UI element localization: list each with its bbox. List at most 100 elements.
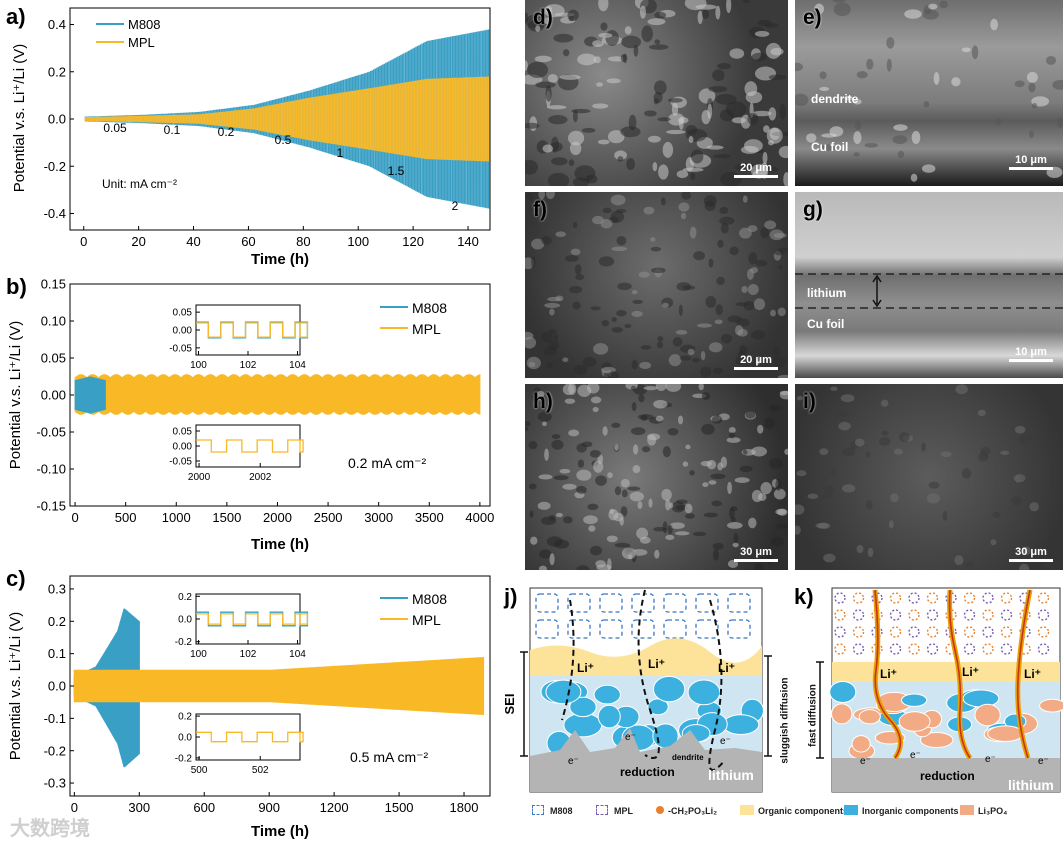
sem-grain	[581, 441, 593, 448]
sem-grain	[766, 127, 783, 144]
sem-grain	[525, 60, 528, 71]
scale-bar-d: 20 μm	[734, 162, 778, 178]
ch2-swatch	[656, 806, 664, 814]
sem-grain	[813, 9, 821, 17]
sem-grain	[555, 231, 567, 238]
sem-grain	[926, 493, 941, 504]
sem-image-e: e) dendrite Cu foil 10 μm	[795, 0, 1063, 186]
sem-grain	[712, 69, 725, 82]
mof-cage	[926, 609, 939, 621]
mof-cage	[834, 609, 846, 621]
sem-grain	[910, 173, 918, 182]
x-tick-label: 100	[347, 234, 369, 249]
sem-grain	[830, 467, 837, 477]
sem-grain	[606, 535, 618, 543]
sem-grain	[734, 477, 750, 483]
sem-grain	[701, 9, 710, 20]
sem-grain	[572, 109, 578, 123]
sem-grain	[620, 126, 641, 138]
sem-grain	[720, 456, 728, 469]
sem-grain	[632, 444, 639, 455]
y-tick-label: 0.00	[41, 388, 66, 403]
sem-grain	[649, 44, 669, 50]
sem-grain	[840, 394, 855, 403]
sem-grain	[529, 510, 534, 518]
xlabel-b: Time (h)	[251, 536, 309, 553]
sem-grain	[696, 323, 713, 328]
grain	[898, 711, 931, 732]
sem-grain	[668, 354, 682, 367]
sem-grain	[886, 36, 895, 49]
mof-cage	[1037, 626, 1050, 638]
sem-grain	[711, 415, 723, 424]
mof-cage	[982, 609, 994, 621]
sem-grain	[777, 307, 786, 317]
sem-grain	[637, 501, 643, 509]
y-tick-label: 0.2	[48, 64, 66, 79]
sem-grain	[568, 384, 577, 396]
y-tick-label: 0.2	[48, 614, 66, 629]
sem-grain	[607, 371, 620, 378]
sem-grain	[702, 482, 709, 488]
sem-grain	[678, 202, 690, 212]
sem-grain	[600, 22, 608, 31]
sem-grain	[719, 206, 729, 215]
panel-label-h: h)	[533, 390, 553, 413]
sem-grain	[601, 319, 610, 327]
sem-grain	[712, 549, 720, 561]
mpl-swatch	[596, 805, 608, 815]
series-group-a	[84, 29, 490, 209]
y-tick-label: 0.0	[48, 679, 66, 694]
mof-cage	[1037, 592, 1050, 604]
sem-grain	[764, 220, 777, 230]
sem-grain	[593, 343, 609, 355]
sem-grain	[538, 474, 553, 480]
sem-grain	[589, 450, 601, 458]
sem-grain	[742, 195, 748, 203]
sem-grain	[1022, 546, 1031, 556]
sem-grain	[655, 384, 667, 391]
sem-grain	[656, 341, 664, 349]
sem-grain	[640, 414, 648, 421]
sem-grain	[842, 447, 856, 457]
sem-grain	[819, 448, 829, 456]
sem-grain	[990, 18, 999, 31]
mof-cage	[871, 643, 883, 655]
sem-grain	[667, 524, 673, 535]
sem-grain	[939, 0, 948, 9]
sem-grain	[587, 503, 599, 510]
sem-grain	[742, 0, 750, 4]
sem-grain	[610, 194, 626, 206]
sem-grain	[856, 544, 864, 554]
sem-grain	[735, 302, 749, 307]
sem-grain	[715, 93, 737, 105]
sem-grain	[955, 384, 968, 395]
sem-grain	[751, 446, 768, 457]
y-tick-label: 0.0	[178, 733, 192, 744]
sem-grain	[754, 30, 770, 37]
chart-c: c) 0 300 600 900 1200 1500 1800 -0.3 -0.2 -0.1 0.0…	[6, 566, 491, 840]
sem-grain	[715, 5, 721, 20]
mof-cage	[871, 609, 883, 621]
sem-grain	[643, 386, 658, 391]
sem-grain	[728, 427, 736, 434]
sem-grain	[531, 255, 536, 268]
sem-grain	[657, 336, 664, 342]
sem-grain	[665, 384, 682, 392]
x-tick-label: 100	[190, 649, 207, 660]
sem-grain	[563, 49, 570, 57]
mof-cage	[1000, 626, 1013, 638]
sem-grain	[684, 0, 707, 11]
rate-label: 1	[337, 146, 344, 160]
sem-grain	[611, 246, 628, 252]
sem-grain	[821, 133, 838, 138]
sem-grain	[689, 470, 695, 476]
y-tick-label: -0.2	[44, 159, 66, 174]
sem-grain	[583, 515, 598, 525]
y-tick-label: -0.1	[44, 711, 66, 726]
sem-grain	[832, 0, 846, 3]
legend-ch2: -CH₂PO₃Li₂	[668, 806, 718, 816]
sem-grain	[525, 192, 534, 200]
sem-grain	[677, 116, 689, 124]
mof-cage	[834, 592, 846, 604]
